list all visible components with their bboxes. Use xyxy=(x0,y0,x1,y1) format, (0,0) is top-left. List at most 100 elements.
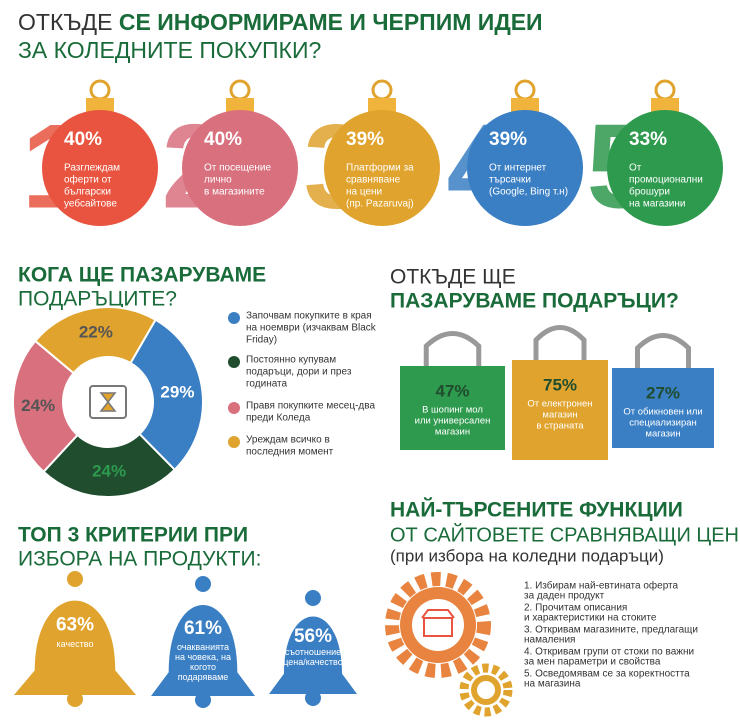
where-title: ОТКЪДЕ ЩЕ xyxy=(390,266,516,289)
ornament xyxy=(42,110,158,226)
title-normal: ОТКЪДЕ xyxy=(18,9,112,35)
ornament-hook xyxy=(654,79,676,101)
donut-segment xyxy=(33,306,157,375)
ornament xyxy=(182,110,298,226)
feature-item: за мен параметри и свойства xyxy=(524,657,661,668)
legend-text: Постоянно купувам xyxy=(246,355,336,366)
features-note: (при избора на коледни подаръци) xyxy=(390,546,664,565)
legend-text: годината xyxy=(246,379,288,390)
ornament-cap xyxy=(226,98,254,114)
bell-text: качество xyxy=(57,639,94,649)
bell-knob xyxy=(67,571,83,587)
ornament-text: Платформи за xyxy=(346,162,414,174)
bell xyxy=(151,605,255,696)
bag-text: магазин xyxy=(645,429,680,440)
ornament-cap xyxy=(86,98,114,114)
bag-text: От обикновен или xyxy=(623,407,702,418)
legend-text: Правя покупките месец-два xyxy=(246,401,375,412)
ornament-hook xyxy=(89,79,111,101)
bell xyxy=(269,616,357,694)
bell-percent: 56% xyxy=(294,626,332,647)
feature-item: намаления xyxy=(524,635,575,646)
bell-text: съотношение xyxy=(285,647,341,657)
ornament-percent: 39% xyxy=(346,129,384,150)
donut-segment xyxy=(42,432,177,498)
bell-percent: 63% xyxy=(56,615,94,636)
feature-item: 4. Откривам групи от стоки по важни xyxy=(524,647,694,658)
bag-text: специализиран xyxy=(629,418,697,429)
ornament-text: промоционални xyxy=(629,175,703,186)
feature-item: за даден продукт xyxy=(524,591,605,602)
ornament xyxy=(324,110,440,226)
legend-text: Уреждам всичко в xyxy=(246,435,330,446)
legend-text: Friday) xyxy=(246,335,277,346)
legend-swatch xyxy=(228,312,240,324)
ornament-hook xyxy=(514,79,536,101)
ornament-hook xyxy=(229,79,251,101)
ornament-text: на магазини xyxy=(629,199,685,210)
feature-item: на магазина xyxy=(524,679,581,690)
ornament-text: оферти от xyxy=(64,174,112,186)
ornament-text: (пр. Pazaruvaj) xyxy=(346,199,414,210)
bag xyxy=(512,360,608,460)
bell-text: когото xyxy=(190,662,216,672)
bell-percent: 61% xyxy=(184,618,222,639)
bell-knob xyxy=(305,590,321,606)
bag-percent: 27% xyxy=(646,383,680,402)
bell xyxy=(14,600,136,695)
ornament-text: сравняване xyxy=(346,175,401,186)
bag-text: От електронен xyxy=(527,399,592,410)
features-subtitle: ОТ САЙТОВЕТЕ СРАВНЯВАЩИ ЦЕНИ xyxy=(390,522,740,546)
bag-handle xyxy=(423,331,482,366)
donut-segment xyxy=(129,318,204,472)
ornament-text: От посещение xyxy=(204,163,271,174)
ornament-text: уебсайтове xyxy=(64,198,117,210)
bag-handle xyxy=(533,325,587,360)
legend-swatch xyxy=(228,356,240,368)
title-line2: ЗА КОЛЕДНИТЕ ПОКУПКИ? xyxy=(18,37,321,63)
bag-text: магазин xyxy=(435,427,470,438)
bag-text: В шопинг мол xyxy=(422,405,483,416)
feature-item: 3. Откривам магазините, предлагащи xyxy=(524,625,698,636)
bag-text: магазин xyxy=(542,410,577,421)
ornament-text: български xyxy=(64,186,111,198)
ornament-percent: 33% xyxy=(629,129,667,150)
feature-item: 1. Избирам най-евтината оферта xyxy=(524,580,679,592)
ornament-text: търсачки xyxy=(489,175,531,186)
criteria-subtitle: ИЗБОРА НА ПРОДУКТИ: xyxy=(18,548,261,571)
bell-text: очакванията xyxy=(177,642,229,652)
ornament-text: От интернет xyxy=(489,163,547,174)
ornament-text: на цени xyxy=(346,187,382,198)
bag xyxy=(400,366,505,450)
ornament-percent: 39% xyxy=(489,129,527,150)
donut-segment xyxy=(12,339,79,474)
ornament-cap xyxy=(511,98,539,114)
gears xyxy=(385,572,513,717)
bag-percent: 47% xyxy=(435,381,469,400)
ornament-percent: 40% xyxy=(204,129,242,150)
legend-text: подаръци, дори и през xyxy=(246,367,352,378)
ornament-cap xyxy=(368,98,396,114)
bell-text: подаряваме xyxy=(178,672,229,682)
legend-text: преди Коледа xyxy=(246,413,311,424)
when-title: КОГА ЩЕ ПАЗАРУВАМЕ xyxy=(18,264,266,287)
features-title: НАЙ-ТЪРСЕНИТЕ ФУНКЦИИ xyxy=(390,498,683,522)
bell-text: цена/качество xyxy=(283,657,342,667)
bag-text: в страната xyxy=(536,421,584,432)
calendar-icon xyxy=(89,385,127,419)
bag-percent: 75% xyxy=(543,375,577,394)
ornament-text: брошури xyxy=(629,186,670,198)
donut-label: 24% xyxy=(92,461,126,480)
ornament-text: в магазините xyxy=(204,187,265,198)
feature-item: 5. Осведомявам се за коректността xyxy=(524,669,690,680)
title: ОТКЪДЕ СЕ ИНФОРМИРАМЕ И ЧЕРПИМ ИДЕИ xyxy=(18,9,543,35)
legend-swatch xyxy=(228,436,240,448)
title-bold: СЕ ИНФОРМИРАМЕ И ЧЕРПИМ ИДЕИ xyxy=(119,9,543,35)
ornament-text: Разглеждам xyxy=(64,163,120,174)
where-subtitle: ПАЗАРУВАМЕ ПОДАРЪЦИ? xyxy=(390,290,679,313)
ornament-text: (Google, Bing т.н) xyxy=(489,187,568,198)
ornament-percent: 40% xyxy=(64,129,102,150)
feature-item: 2. Прочитам описания xyxy=(524,603,627,614)
bell-knob xyxy=(195,576,211,592)
